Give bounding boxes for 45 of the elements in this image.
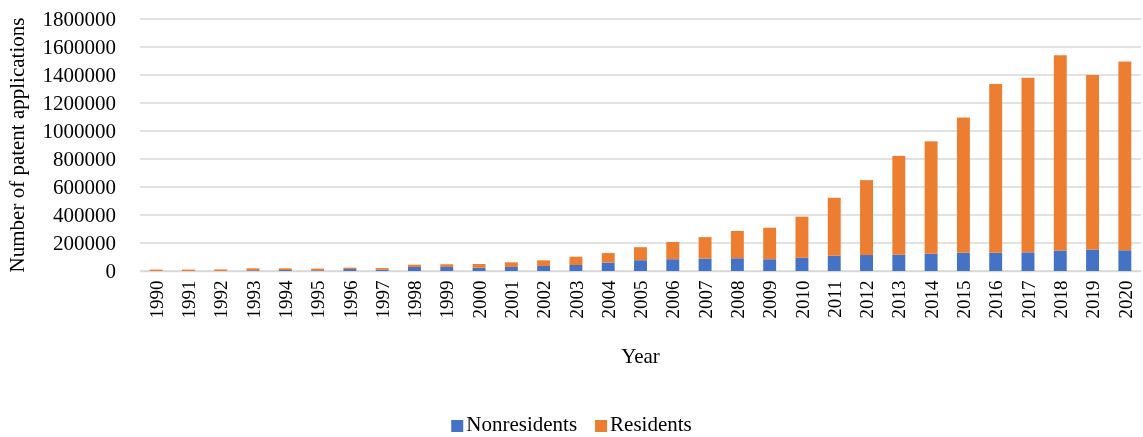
x-tick-label: 2017	[1017, 280, 1039, 319]
x-tick-label: 1993	[242, 280, 264, 319]
x-tick-label: 2000	[468, 280, 490, 319]
y-tick-label: 1800000	[42, 7, 116, 32]
x-tick-label: 2014	[920, 280, 942, 319]
x-axis-title: Year	[621, 344, 660, 368]
y-tick-label: 400000	[53, 203, 116, 228]
x-tick-label: 2002	[533, 280, 555, 319]
y-tick-label: 1000000	[42, 119, 116, 144]
y-tick-label: 0	[105, 259, 116, 284]
x-tick-label: 1995	[307, 280, 329, 319]
x-tick-label: 2011	[823, 280, 845, 318]
y-axis-title: Number of patent applications	[5, 17, 29, 273]
x-tick-label: 2006	[662, 280, 684, 319]
x-tick-label: 2001	[500, 280, 522, 319]
x-tick-label: 2019	[1082, 280, 1104, 319]
x-tick-label: 2008	[727, 280, 749, 319]
x-tick-label: 1990	[145, 280, 167, 319]
y-tick-label: 800000	[53, 147, 116, 172]
x-tick-label: 2003	[565, 280, 587, 319]
x-tick-label: 1999	[436, 280, 458, 319]
x-tick-label: 2016	[985, 280, 1007, 319]
y-tick-label: 1400000	[42, 63, 116, 88]
x-tick-label: 1997	[371, 280, 393, 319]
x-tick-label: 2007	[694, 280, 716, 319]
x-tick-label: 1998	[404, 280, 426, 319]
legend-label: Nonresidents	[466, 412, 578, 436]
x-tick-label: 1996	[339, 280, 361, 319]
x-tick-label: 2005	[630, 280, 652, 319]
y-tick-label: 1200000	[42, 91, 116, 116]
y-tick-label: 1600000	[42, 35, 116, 60]
x-tick-label: 2010	[791, 280, 813, 319]
x-tick-label: 1992	[210, 280, 232, 319]
x-tick-label: 1994	[274, 280, 296, 319]
x-tick-label: 2013	[888, 280, 910, 319]
legend-label: Residents	[610, 412, 692, 436]
y-tick-label: 200000	[53, 231, 116, 256]
x-tick-label: 2018	[1049, 280, 1071, 319]
x-tick-label: 2020	[1114, 280, 1136, 319]
x-tick-label: 1991	[178, 280, 200, 319]
x-tick-label: 2015	[953, 280, 975, 319]
x-tick-label: 2012	[856, 280, 878, 319]
x-tick-label: 2004	[597, 280, 619, 319]
x-tick-label: 2009	[759, 280, 781, 319]
y-tick-label: 600000	[53, 175, 116, 200]
